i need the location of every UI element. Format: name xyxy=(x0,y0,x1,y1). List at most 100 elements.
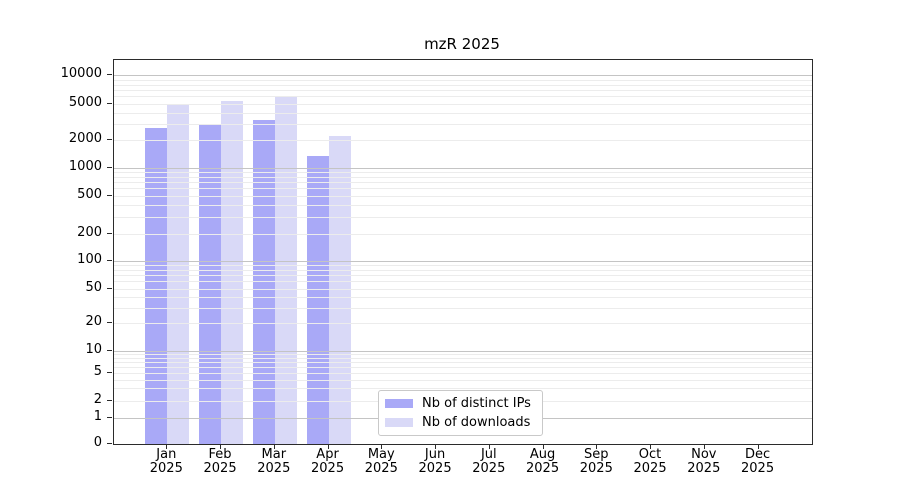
x-tick-mark xyxy=(650,444,651,449)
gridline xyxy=(114,260,812,262)
gridline xyxy=(114,84,812,86)
x-tick-mark xyxy=(596,444,597,449)
x-tick-mark xyxy=(220,444,221,449)
x-tick-mark xyxy=(274,444,275,449)
y-tick-mark xyxy=(107,74,112,75)
x-tick-label: Jan 2025 xyxy=(149,447,183,476)
gridline xyxy=(114,269,812,271)
gridline xyxy=(114,288,812,290)
y-tick-label: 0 xyxy=(93,435,102,450)
y-tick-mark xyxy=(107,417,112,418)
gridline xyxy=(114,233,812,235)
x-tick-label: Aug 2025 xyxy=(526,447,560,476)
x-tick-label: Dec 2025 xyxy=(741,447,775,476)
bar-distinct-ips-jan xyxy=(145,128,168,444)
x-tick-label: Apr 2025 xyxy=(311,447,345,476)
legend-swatch-downloads xyxy=(385,417,413,427)
y-tick-mark xyxy=(107,195,112,196)
gridline xyxy=(114,216,812,218)
gridline xyxy=(114,79,812,81)
gridline xyxy=(114,75,812,77)
gridline xyxy=(114,195,812,197)
x-tick-label: Jun 2025 xyxy=(418,447,452,476)
x-tick-mark xyxy=(328,444,329,449)
gridline xyxy=(114,388,812,390)
gridline xyxy=(114,354,812,356)
bar-downloads-jan xyxy=(167,103,190,444)
gridline xyxy=(114,171,812,173)
gridline xyxy=(114,96,812,98)
x-tick-mark xyxy=(704,444,705,449)
legend-swatch-distinct-ips xyxy=(385,399,413,409)
y-tick-label: 50 xyxy=(85,279,102,295)
y-tick-mark xyxy=(107,288,112,289)
y-tick-label: 10000 xyxy=(60,66,102,82)
y-tick-mark xyxy=(107,233,112,234)
gridline xyxy=(114,373,812,375)
y-tick-label: 2000 xyxy=(68,131,102,147)
y-tick-label: 200 xyxy=(77,224,102,240)
x-tick-label: Nov 2025 xyxy=(687,447,721,476)
bar-downloads-feb xyxy=(221,101,244,444)
x-tick-mark xyxy=(381,444,382,449)
gridline xyxy=(114,89,812,91)
y-tick-label: 1000 xyxy=(68,158,102,174)
x-tick-mark xyxy=(543,444,544,449)
y-tick-label: 10 xyxy=(85,341,102,357)
x-tick-label: May 2025 xyxy=(364,447,398,476)
y-tick-mark xyxy=(107,103,112,104)
legend-item-distinct-ips: Nb of distinct IPs xyxy=(385,396,536,411)
legend: Nb of distinct IPs Nb of downloads xyxy=(378,390,543,436)
gridline xyxy=(114,350,812,352)
gridline xyxy=(114,297,812,299)
x-tick-label: Mar 2025 xyxy=(257,447,291,476)
plot-area xyxy=(113,59,813,445)
bar-distinct-ips-apr xyxy=(306,155,329,444)
gridline xyxy=(114,112,812,114)
x-tick-mark xyxy=(435,444,436,449)
gridline xyxy=(114,204,812,206)
gridline xyxy=(114,323,812,325)
gridline xyxy=(114,182,812,183)
gridline xyxy=(114,281,812,283)
y-tick-mark xyxy=(107,322,112,323)
gridline xyxy=(114,103,812,105)
y-tick-mark xyxy=(107,350,112,351)
gridline xyxy=(114,275,812,277)
gridline xyxy=(114,176,812,178)
y-tick-label: 20 xyxy=(85,314,102,330)
y-tick-mark xyxy=(107,372,112,373)
x-tick-mark xyxy=(489,444,490,449)
gridline xyxy=(114,362,812,364)
gridline xyxy=(114,124,812,126)
y-tick-label: 1 xyxy=(93,409,102,424)
y-tick-mark xyxy=(107,443,112,444)
bar-distinct-ips-feb xyxy=(199,124,222,444)
gridline xyxy=(114,379,812,381)
y-tick-label: 500 xyxy=(77,186,102,202)
y-tick-mark xyxy=(107,167,112,168)
gridline xyxy=(114,307,812,309)
x-tick-mark xyxy=(758,444,759,449)
y-tick-mark xyxy=(107,400,112,401)
chart-title: mzR 2025 xyxy=(424,35,500,53)
y-tick-mark xyxy=(107,260,112,261)
y-tick-label: 2 xyxy=(93,391,102,407)
x-tick-label: Jul 2025 xyxy=(472,447,506,476)
gridline xyxy=(114,167,812,169)
gridline xyxy=(114,357,812,359)
y-tick-mark xyxy=(107,139,112,140)
gridline xyxy=(114,265,812,267)
y-tick-label: 100 xyxy=(77,251,102,267)
gridline xyxy=(114,140,812,142)
x-tick-label: Feb 2025 xyxy=(203,447,237,476)
x-tick-mark xyxy=(166,444,167,449)
gridline xyxy=(114,188,812,190)
legend-item-downloads: Nb of downloads xyxy=(385,415,536,430)
legend-label-downloads: Nb of downloads xyxy=(422,414,531,430)
x-tick-label: Oct 2025 xyxy=(633,447,667,476)
y-tick-label: 5 xyxy=(93,364,102,380)
legend-label-distinct-ips: Nb of distinct IPs xyxy=(422,396,531,412)
bar-downloads-apr xyxy=(328,136,351,444)
gridline xyxy=(114,367,812,369)
